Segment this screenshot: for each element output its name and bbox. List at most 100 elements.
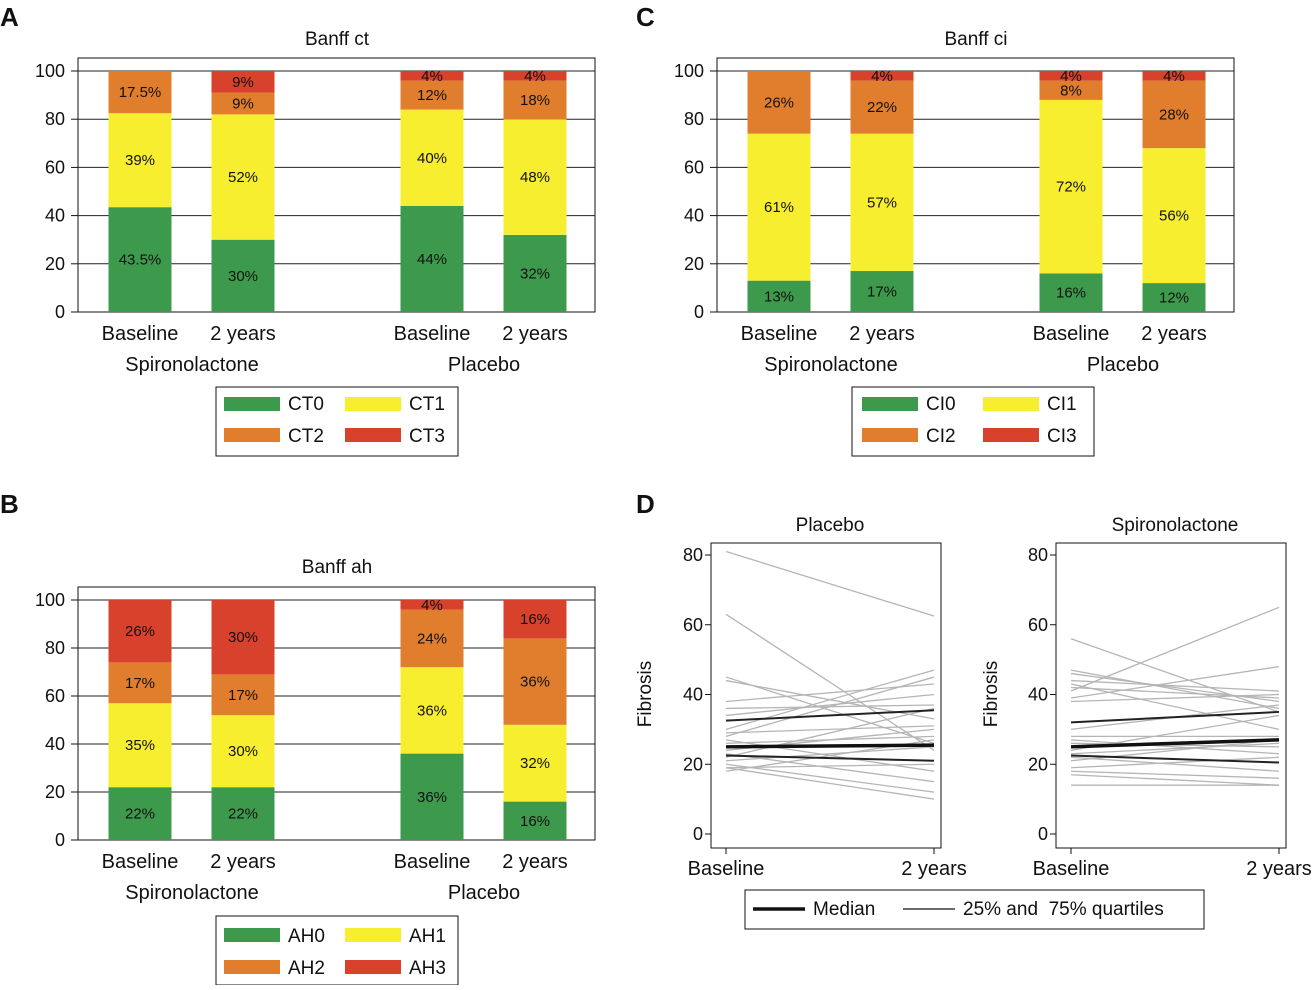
panel-c-ytick-20: 20 bbox=[684, 254, 704, 274]
panel-d-patient-line-spironolactone-18 bbox=[1070, 756, 1280, 769]
panel-a-label-ct0-2: 30% bbox=[228, 268, 258, 285]
panel-letter-d: D bbox=[636, 489, 655, 519]
panel-b-cat-2: 2 years bbox=[210, 851, 276, 873]
panel-b-label-ah0-2: 22% bbox=[228, 806, 258, 823]
panel-d-ytick-placebo-20: 20 bbox=[683, 754, 703, 774]
panel-a-label-ct1-4: 48% bbox=[520, 169, 550, 186]
panel-a-bar-ct0-2 bbox=[211, 239, 275, 312]
panel-d-patient-line-placebo-15 bbox=[725, 707, 935, 758]
panel-d-xtick-2years-right: 2 years bbox=[1246, 858, 1312, 880]
panel-c-bar-ci1-1 bbox=[747, 133, 811, 281]
panel-c-label-ci1-1: 61% bbox=[764, 199, 794, 216]
panel-c-cat-1: Baseline bbox=[741, 323, 818, 345]
panel-d-ytick-spironolactone-60: 60 bbox=[1028, 615, 1048, 635]
panel-d-quartile-line-spironolactone-2 bbox=[1070, 710, 1280, 724]
panel-a-bar-ct0-3 bbox=[400, 205, 464, 312]
panel-d-xtick-baseline-left: Baseline bbox=[688, 858, 765, 880]
panel-b-ytick-80: 80 bbox=[45, 638, 65, 658]
legend-swatch-ah0 bbox=[224, 928, 280, 942]
panel-a-cat-3: Baseline bbox=[394, 323, 471, 345]
panel-c-label-ci2-4: 28% bbox=[1159, 106, 1189, 123]
legend-swatch-ct1 bbox=[345, 397, 401, 411]
panel-d-ylabel-left: Fibrosis bbox=[635, 661, 656, 728]
panel-d-quartile-line-placebo-2 bbox=[725, 709, 935, 722]
panel-b-bar-ah2-2 bbox=[211, 674, 275, 716]
panel-c-bar-ci0-1 bbox=[747, 280, 811, 312]
panel-b-bar-ah1-4 bbox=[503, 724, 567, 802]
panel-a-bar-ct2-1 bbox=[108, 71, 172, 114]
legend-swatch-ah3 bbox=[345, 960, 401, 974]
panel-a-legend: CT0 CT1 CT2 CT3 bbox=[215, 386, 459, 457]
panel-d-ytick-placebo-0: 0 bbox=[693, 824, 703, 844]
panel-b-frame bbox=[77, 586, 596, 841]
panel-a-ytick-20: 20 bbox=[45, 254, 65, 274]
panel-a-label-ct1-2: 52% bbox=[228, 169, 258, 186]
panel-c-bar-ci2-2 bbox=[850, 80, 914, 134]
panel-c-label-ci0-1: 13% bbox=[764, 288, 794, 305]
legend-swatch-ah1 bbox=[345, 928, 401, 942]
panel-b-label-ah1-2: 30% bbox=[228, 743, 258, 760]
panel-b-bar-ah1-1 bbox=[108, 703, 172, 788]
panel-b-label-ah3-3: 4% bbox=[421, 597, 443, 614]
panel-d-patient-line-spironolactone-15 bbox=[1070, 742, 1280, 755]
panel-b-ytick-40: 40 bbox=[45, 734, 65, 754]
panel-c-bar-ci2-3 bbox=[1039, 80, 1103, 100]
panel-a-ytick-0: 0 bbox=[55, 302, 65, 322]
panel-a-bar-ct3-3 bbox=[400, 71, 464, 81]
legend-swatch-ct3 bbox=[345, 428, 401, 442]
panel-c-label-ci0-2: 17% bbox=[867, 284, 897, 301]
legend-swatch-ci2 bbox=[862, 428, 918, 442]
panel-d-facet-title-spironolactone: Spironolactone bbox=[1112, 515, 1239, 536]
legend-label-ci0: CI0 bbox=[926, 394, 956, 415]
panel-c-ytick-40: 40 bbox=[684, 206, 704, 226]
panel-d-chart: Placebo Spironolactone Fibrosis Fibrosis… bbox=[635, 515, 1312, 930]
panel-d-ytick-spironolactone-20: 20 bbox=[1028, 754, 1048, 774]
panel-letter-a: A bbox=[0, 2, 19, 32]
legend-label-ci2: CI2 bbox=[926, 426, 956, 447]
panel-b-label-ah2-4: 36% bbox=[520, 674, 550, 691]
panel-d-ytick-placebo-40: 40 bbox=[683, 685, 703, 705]
panel-b-bar-ah2-1 bbox=[108, 662, 172, 704]
panel-a-bar-ct2-3 bbox=[400, 80, 464, 110]
panel-c-cat-3: Baseline bbox=[1033, 323, 1110, 345]
panel-c-label-ci2-1: 26% bbox=[764, 94, 794, 111]
panel-d-patient-line-placebo-1 bbox=[725, 550, 935, 617]
panel-b-cat-3: Baseline bbox=[394, 851, 471, 873]
panel-d-patient-line-placebo-16 bbox=[725, 746, 935, 762]
legend-label-quartiles: 25% and 75% quartiles bbox=[963, 899, 1164, 920]
legend-label-ct1: CT1 bbox=[409, 394, 445, 415]
panel-a-bar-ct2-4 bbox=[503, 80, 567, 120]
panel-d-median-line-placebo bbox=[725, 743, 935, 749]
legend-label-median: Median bbox=[813, 899, 875, 920]
panel-b-label-ah3-2: 30% bbox=[228, 629, 258, 646]
panel-b-label-ah1-1: 35% bbox=[125, 737, 155, 754]
panel-b-bar-ah3-4 bbox=[503, 600, 567, 639]
panel-c-bar-ci1-3 bbox=[1039, 99, 1103, 274]
panel-b-ytick-100: 100 bbox=[35, 590, 65, 610]
panel-b-bar-ah0-4 bbox=[503, 801, 567, 840]
panel-a-ytick-80: 80 bbox=[45, 109, 65, 129]
panel-b-ytick-0: 0 bbox=[55, 830, 65, 850]
panel-a-label-ct1-1: 39% bbox=[125, 152, 155, 169]
legend-swatch-ci0 bbox=[862, 397, 918, 411]
panel-a-ytick-100: 100 bbox=[35, 61, 65, 81]
panel-a-label-ct1-3: 40% bbox=[417, 150, 447, 167]
panel-c-label-ci2-2: 22% bbox=[867, 99, 897, 116]
panel-d-patient-line-spironolactone-9 bbox=[1070, 693, 1280, 703]
panel-b-label-ah3-1: 26% bbox=[125, 623, 155, 640]
panel-d-facet-title-placebo: Placebo bbox=[796, 515, 865, 536]
panel-b-label-ah2-1: 17% bbox=[125, 675, 155, 692]
panel-a-label-ct3-3: 4% bbox=[421, 68, 443, 85]
panel-c-title: Banff ci bbox=[944, 29, 1007, 50]
panel-b-bar-ah2-4 bbox=[503, 638, 567, 725]
panel-d-patient-line-spironolactone-8 bbox=[1070, 665, 1280, 699]
panel-c-label-ci2-3: 8% bbox=[1060, 82, 1082, 99]
panel-c-bar-ci2-4 bbox=[1142, 80, 1206, 149]
panel-d-quartile-line-placebo-1 bbox=[725, 754, 935, 762]
panel-b-cat-1: Baseline bbox=[102, 851, 179, 873]
panel-d-quartile-line-spironolactone-1 bbox=[1070, 754, 1280, 764]
panel-d-patient-line-placebo-19 bbox=[725, 763, 935, 769]
panel-c-label-ci0-3: 16% bbox=[1056, 285, 1086, 302]
panel-d-patient-line-placebo-18 bbox=[725, 767, 935, 800]
panel-a-bar-ct0-1 bbox=[108, 207, 172, 312]
